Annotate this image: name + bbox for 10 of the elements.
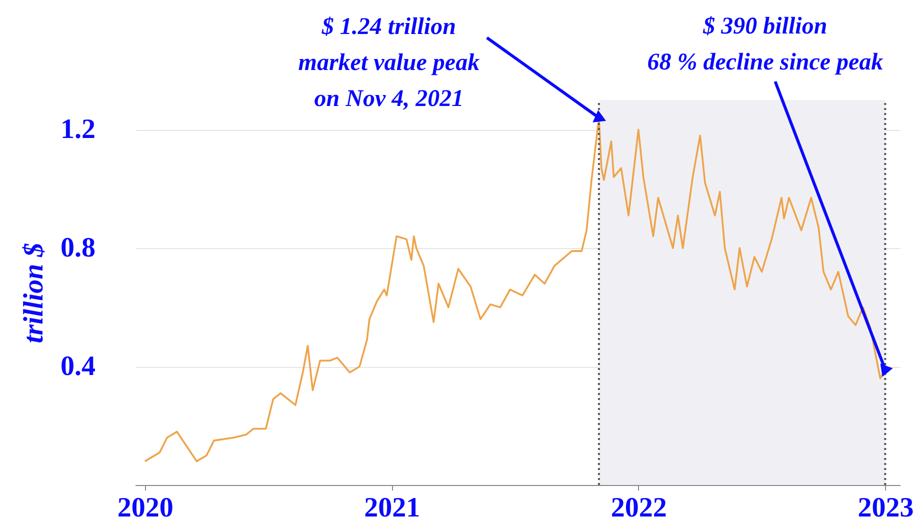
x-tick-label: 2022 xyxy=(610,492,667,524)
annotation: $ 1.24 trillion market value peak on Nov 4, 2021 xyxy=(298,14,480,112)
x-tick-label: 2020 xyxy=(117,492,174,524)
x-tick-label: 2023 xyxy=(858,492,914,524)
annotation: $ 390 billion 68 % decline since peak xyxy=(647,14,884,76)
y-axis-title: trillion $ xyxy=(18,242,50,344)
y-tick-label: 0.4 xyxy=(60,351,96,382)
y-tick-label: 1.2 xyxy=(60,114,96,146)
x-tick-label: 2021 xyxy=(364,492,420,524)
y-tick-label: 0.8 xyxy=(60,232,96,264)
